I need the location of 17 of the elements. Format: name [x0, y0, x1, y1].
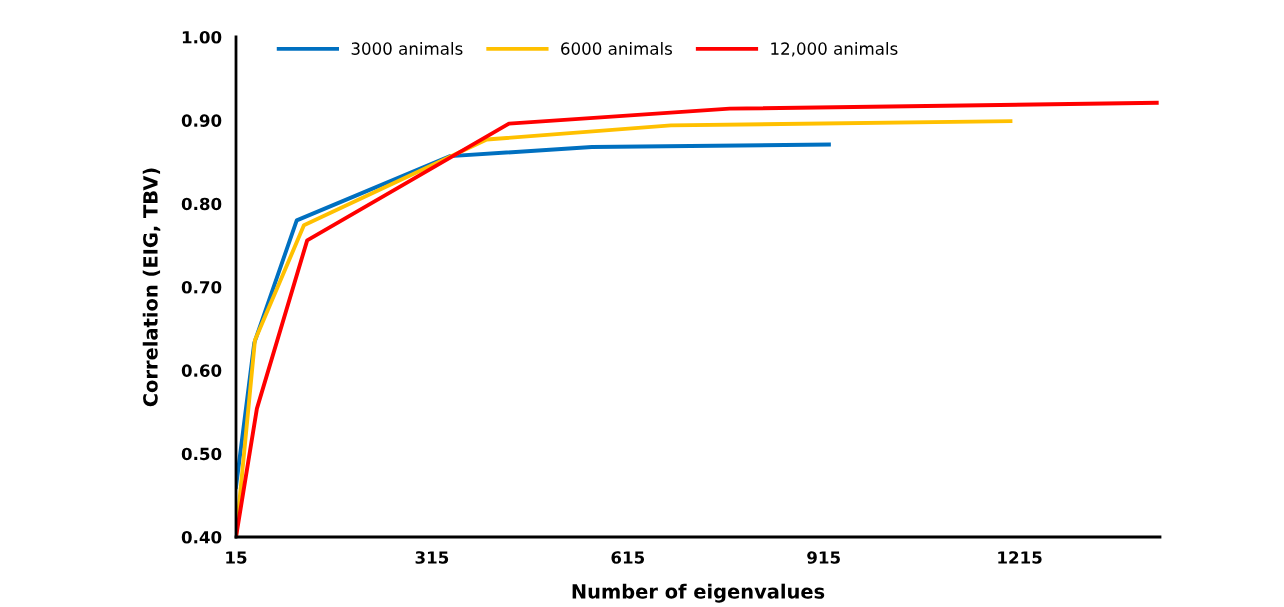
legend-label: 12,000 animals: [771, 42, 898, 57]
x-tick-label: 315: [415, 551, 449, 564]
y-tick-label: 0.50: [181, 447, 222, 461]
y-tick-label: 0.90: [181, 114, 222, 127]
x-axis-title: Number of eigenvalues: [572, 583, 825, 603]
x-tick-label: 15: [226, 551, 247, 564]
x-tick-label: 615: [611, 551, 645, 564]
y-tick-label: 0.80: [181, 197, 222, 211]
y-tick-label: 0.60: [181, 364, 222, 377]
y-tick-label: 0.70: [181, 280, 222, 294]
legend-label: 3000 animals: [351, 42, 463, 55]
legend-label: 6000 animals: [561, 42, 672, 55]
y-tick-label: 0.40: [181, 530, 222, 544]
y-tick-label: 1.00: [182, 30, 222, 44]
x-tick-label: 1215: [998, 551, 1042, 564]
x-tick-label: 915: [807, 551, 840, 564]
y-axis-title: Correlation (EIG, TBV): [142, 168, 161, 407]
